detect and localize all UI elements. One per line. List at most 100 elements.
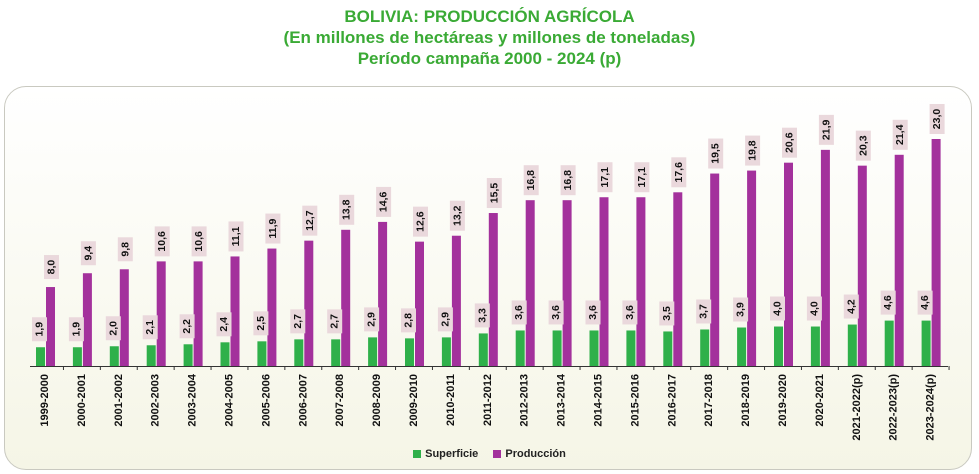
data-label-superficie: 4,2: [845, 299, 857, 314]
data-label-produccion: 13,2: [451, 205, 463, 226]
x-tick-label: 2008-2009: [371, 374, 383, 427]
data-label-superficie-box: [622, 300, 638, 325]
data-label-superficie: 3,3: [476, 308, 488, 323]
data-label-superficie: 4,0: [808, 301, 820, 316]
data-label-superficie-box: [105, 316, 121, 341]
bar-superficie: [368, 337, 378, 366]
data-label-produccion: 15,5: [488, 183, 500, 204]
bar-superficie: [146, 345, 156, 366]
bar-produccion: [193, 261, 203, 366]
data-label-produccion-box: [376, 186, 392, 217]
data-label-superficie: 3,9: [735, 302, 747, 317]
bar-superficie: [626, 330, 636, 366]
x-tick-label: 2010-2011: [445, 374, 457, 426]
bar-produccion: [525, 200, 535, 366]
bar-superficie: [36, 347, 45, 366]
x-tick-label: 2006-2007: [297, 374, 309, 427]
bar-superficie: [109, 346, 119, 366]
bar-produccion: [82, 273, 92, 366]
bar-superficie: [663, 331, 673, 366]
data-label-superficie-box: [585, 300, 601, 325]
data-label-produccion-box: [154, 226, 170, 257]
data-label-produccion-box: [708, 138, 724, 169]
data-label-superficie-box: [843, 294, 859, 319]
data-label-superficie-box: [548, 300, 564, 325]
bar-superficie: [478, 333, 488, 366]
data-label-produccion: 11,9: [267, 218, 279, 238]
data-label-produccion: 17,1: [599, 167, 611, 188]
data-label-produccion-box: [560, 165, 576, 196]
data-label-produccion-box: [339, 194, 355, 225]
bar-superficie: [515, 330, 525, 366]
bar-produccion: [599, 197, 609, 366]
data-label-superficie-box: [770, 296, 785, 321]
chart-legend: Superficie Producción: [0, 448, 979, 460]
x-tick-label: 2004-2005: [224, 374, 236, 427]
data-label-superficie-box: [659, 301, 675, 326]
data-label-produccion: 21,9: [820, 119, 832, 140]
x-tick-label: 2020-2021: [814, 374, 826, 427]
bar-superficie: [774, 326, 783, 366]
x-tick-label: 2023-2024(p): [925, 374, 937, 441]
x-tick-label: 2022-2023(p): [888, 374, 900, 441]
data-label-produccion: 12,6: [415, 211, 427, 232]
bar-superficie: [72, 347, 82, 366]
data-label-produccion-box: [634, 162, 650, 193]
data-label-produccion-box: [191, 226, 207, 257]
bar-produccion: [857, 165, 867, 366]
bar-superficie: [294, 339, 304, 366]
bar-produccion: [230, 256, 240, 366]
data-label-superficie: 3,6: [624, 305, 636, 320]
x-tick-label: 2007-2008: [334, 374, 346, 427]
x-tick-label: 2014-2015: [593, 374, 605, 427]
data-label-superficie-box: [917, 290, 933, 315]
bar-produccion: [378, 221, 388, 366]
x-tick-label: 2012-2013: [519, 374, 531, 427]
data-label-produccion-box: [413, 206, 428, 237]
bar-superficie: [441, 337, 451, 366]
bar-superficie: [183, 344, 193, 366]
data-label-superficie: 1,9: [70, 322, 82, 337]
data-label-produccion-box: [523, 165, 539, 196]
data-label-produccion-box: [449, 200, 465, 231]
data-label-produccion: 10,6: [193, 231, 205, 252]
data-label-produccion-box: [117, 237, 133, 262]
data-label-produccion-box: [855, 130, 871, 161]
bar-superficie: [552, 330, 562, 366]
data-label-superficie-box: [437, 307, 453, 332]
data-label-superficie-box: [401, 308, 416, 333]
x-tick-label: 2018-2019: [740, 374, 752, 427]
data-label-superficie: 2,9: [366, 312, 378, 327]
x-tick-label: 1999-2000: [39, 374, 51, 427]
data-label-superficie: 4,6: [882, 295, 894, 310]
data-label-produccion-box: [80, 241, 96, 266]
data-label-superficie-box: [733, 297, 749, 322]
data-label-superficie-box: [179, 314, 195, 339]
x-tick-label: 2005-2006: [260, 374, 272, 427]
chart-subtitle: (En millones de hectáreas y millones de …: [283, 28, 696, 47]
data-label-produccion-box: [671, 157, 687, 188]
data-label-superficie: 2,7: [292, 314, 304, 329]
data-label-superficie: 2,5: [255, 316, 267, 331]
x-tick-label: 2001-2002: [113, 374, 125, 427]
legend-label-produccion: Producción: [505, 448, 566, 460]
data-label-superficie: 3,6: [550, 305, 562, 320]
data-label-superficie-box: [32, 317, 47, 342]
data-label-produccion: 21,4: [894, 124, 906, 145]
data-label-superficie: 1,9: [34, 322, 46, 337]
data-label-produccion: 17,6: [673, 162, 685, 183]
data-label-produccion: 9,4: [82, 246, 94, 261]
bar-produccion: [304, 240, 314, 366]
bar-superficie: [589, 330, 599, 366]
data-label-produccion-box: [745, 135, 761, 166]
bar-superficie: [700, 329, 710, 366]
data-label-produccion-box: [228, 221, 244, 252]
data-label-superficie: 2,2: [181, 319, 193, 334]
chart-title: BOLIVIA: PRODUCCIÓN AGRÍCOLA: [344, 7, 635, 26]
data-label-produccion-box: [892, 119, 908, 150]
data-label-superficie-box: [511, 300, 527, 325]
legend-swatch-superficie: [413, 450, 422, 459]
bar-produccion: [562, 200, 572, 366]
bar-superficie: [257, 341, 267, 366]
